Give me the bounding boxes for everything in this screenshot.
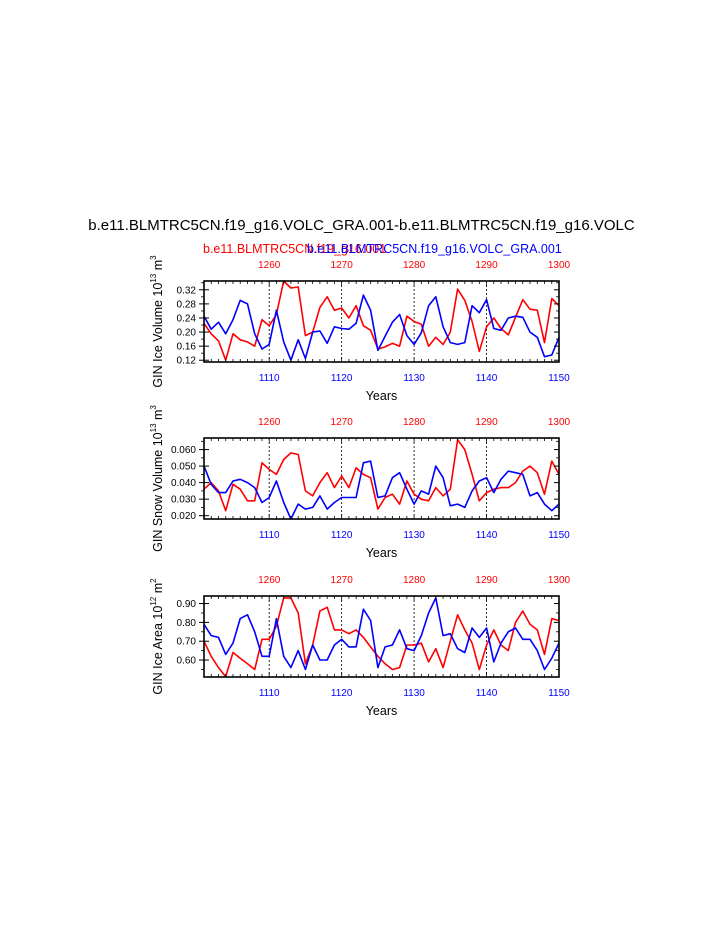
y-tick-label: 0.90 [177,599,197,610]
y-tick-label: 0.12 [177,356,197,367]
y-axis-title-unit-exponent: 3 [149,405,158,410]
series-line-blue [203,460,560,520]
y-tick-label: 0.80 [177,618,197,629]
chart-panel-1: 0.12 0.16 0.20 0.24 0.28 0.32 1110 1120 1130 1140… [149,255,571,403]
x-tick-label-bottom: 1140 [476,688,498,699]
y-axis-title-unit: m [151,583,165,597]
x-tick-label-top: 1260 [258,417,281,428]
x-tick-label-top: 1260 [258,575,281,586]
y-tick-label: 0.050 [171,462,196,473]
x-tick-label-top: 1270 [331,575,354,586]
x-tick-label-top: 1300 [548,260,571,271]
x-tick-label-bottom: 1120 [331,688,353,699]
x-tick-label-top: 1260 [258,260,281,271]
series-line-red [203,597,560,678]
y-axis-title-unit: m [151,410,165,424]
series-line-red [203,438,560,512]
y-axis-title: GIN Ice Volume 1013 m3 [149,255,165,388]
y-tick-label: 0.32 [177,285,197,296]
y-tick-label: 0.16 [177,342,197,353]
series-line-blue [203,597,560,671]
figure-title: b.e11.BLMTRC5CN.f19_g16.VOLC_GRA.001-b.e… [88,217,635,234]
legend-red-label: b.e11.BLMTRC5CN.f19_g16.001 [203,242,386,256]
plot-frame [203,280,560,363]
x-tick-label-top: 1270 [331,260,354,271]
y-tick-label: 0.060 [171,445,196,456]
y-axis-title-exponent: 13 [149,423,158,432]
x-tick-label-bottom: 1110 [259,688,280,699]
x-tick-label-top: 1300 [548,417,571,428]
x-tick-label-bottom: 1140 [476,530,498,541]
x-axis-title: Years [366,389,398,403]
y-tick-label: 0.60 [177,656,197,667]
x-tick-label-top: 1280 [403,260,426,271]
x-tick-label-bottom: 1110 [259,373,280,384]
y-axis-title: GIN Ice Area 1012 m2 [149,578,165,695]
y-axis-title-unit-exponent: 2 [149,578,158,583]
y-tick-label: 0.24 [177,313,197,324]
x-tick-label-top: 1290 [475,575,498,586]
x-tick-label-top: 1280 [403,417,426,428]
series-line-blue [203,294,560,362]
x-tick-label-bottom: 1130 [403,373,425,384]
x-tick-label-bottom: 1120 [331,373,353,384]
y-axis-title-exponent: 12 [149,596,158,605]
y-axis-title-unit-exponent: 3 [149,255,158,260]
x-tick-label-bottom: 1140 [476,373,498,384]
y-tick-label: 0.020 [171,511,196,522]
x-tick-label-top: 1300 [548,575,571,586]
x-tick-label-bottom: 1150 [548,373,570,384]
x-tick-label-top: 1290 [475,260,498,271]
x-tick-label-bottom: 1150 [548,530,570,541]
x-tick-label-bottom: 1130 [403,688,425,699]
legend-blue-label: b.e11.BLMTRC5CN.f19_g16.VOLC_GRA.001 [307,242,562,256]
x-axis-title: Years [366,704,398,718]
y-tick-label: 0.28 [177,299,197,310]
y-axis-title-main: GIN Snow Volume 10 [151,432,165,552]
x-tick-label-bottom: 1110 [259,530,280,541]
plot-frame [203,595,560,678]
x-tick-label-top: 1270 [331,417,354,428]
y-tick-label: 0.030 [171,495,196,506]
series-line-red [203,280,560,362]
y-axis-title-main: GIN Ice Volume 10 [151,283,165,388]
y-tick-label: 0.040 [171,478,196,489]
x-tick-label-bottom: 1130 [403,530,425,541]
y-axis-title-exponent: 13 [149,273,158,282]
chart-panel-3: 0.60 0.70 0.80 0.90 1110 1120 1130 1140 1150 1260… [149,575,571,718]
y-axis-title-main: GIN Ice Area 10 [151,606,165,695]
y-tick-label: 0.20 [177,328,197,339]
x-axis-title: Years [366,546,398,560]
y-axis-title: GIN Snow Volume 1013 m3 [149,405,165,552]
x-tick-label-bottom: 1120 [331,530,353,541]
y-axis-title-unit: m [151,260,165,274]
x-tick-label-bottom: 1150 [548,688,570,699]
x-tick-label-top: 1280 [403,575,426,586]
y-tick-label: 0.70 [177,637,197,648]
plot-frame [203,437,560,520]
chart-panel-2: 0.020 0.030 0.040 0.050 0.060 1110 1120 1130 114… [149,405,571,560]
x-tick-label-top: 1290 [475,417,498,428]
